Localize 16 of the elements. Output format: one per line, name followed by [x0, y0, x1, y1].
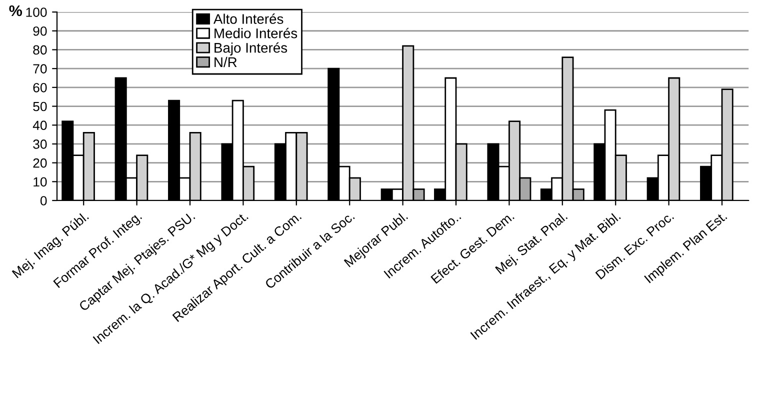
y-tick-label: 0	[40, 196, 47, 206]
y-tick-label: 40	[32, 120, 47, 130]
y-tick-label: 60	[33, 82, 47, 92]
y-tick-label: 70	[33, 64, 47, 74]
y-tick-label: 90	[33, 26, 47, 36]
y-tick-label: 80	[33, 45, 47, 55]
y-tick-label: 10	[34, 177, 47, 187]
y-tick-label: 30	[33, 140, 47, 149]
legend-label: Bajo Interés	[214, 42, 288, 56]
legend-label: N/R	[214, 56, 237, 68]
legend-label: Medio Interés	[214, 28, 298, 38]
y-tick-label: 100	[26, 8, 47, 17]
y-axis-title: %	[9, 5, 22, 16]
legend-label: Alto Interés	[213, 14, 284, 24]
y-tick-label: 20	[33, 158, 47, 168]
y-tick-label: 50	[33, 102, 47, 112]
